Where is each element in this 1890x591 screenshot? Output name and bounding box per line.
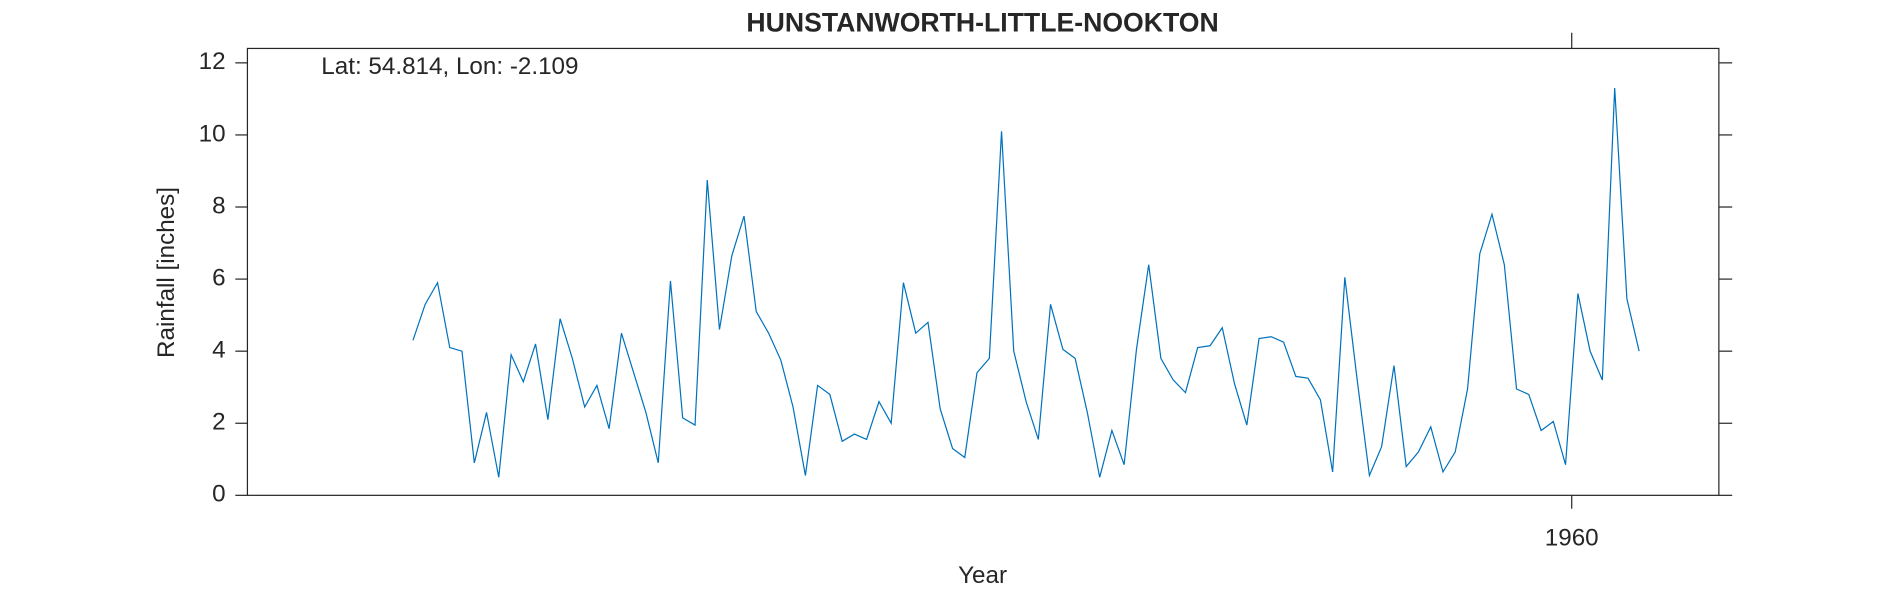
y-tick-label: 12 bbox=[199, 48, 226, 75]
y-tick-label: 4 bbox=[212, 337, 225, 364]
y-tick-label: 0 bbox=[212, 481, 225, 508]
annotation: Lat: 54.814, Lon: -2.109 bbox=[321, 53, 578, 80]
y-axis-label: Rainfall [inches] bbox=[153, 187, 180, 358]
y-tick-label: 8 bbox=[212, 192, 225, 219]
x-tick-label: 1960 bbox=[1545, 524, 1599, 551]
y-tick-label: 10 bbox=[199, 120, 226, 147]
y-tick-label: 2 bbox=[212, 409, 225, 436]
y-tick-label: 6 bbox=[212, 264, 225, 291]
x-axis-label: Year bbox=[958, 562, 1007, 589]
line-series bbox=[412, 88, 1640, 478]
axes-box bbox=[246, 47, 1720, 496]
chart-title: HUNSTANWORTH-LITTLE-NOOKTON bbox=[746, 7, 1218, 37]
